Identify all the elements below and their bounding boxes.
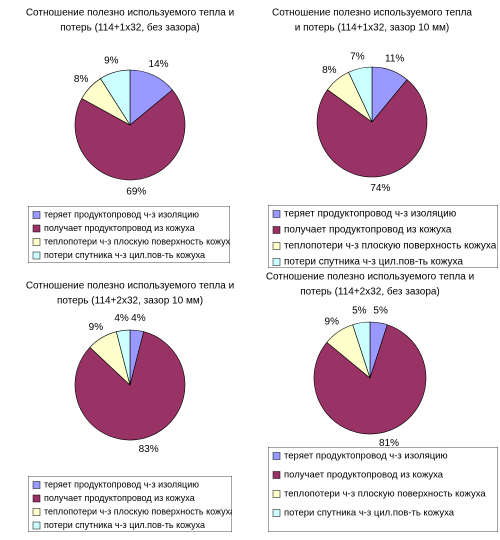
legend-swatch [32,211,41,219]
chart-title: потерь (114+1х32, без зазора) [60,22,200,34]
legend-label: потери спутника ч-з цил.пов-ть кожуха [284,257,463,268]
legend-swatch [272,210,281,218]
slice-label: 83% [139,444,159,455]
pie-chart: Сотношение полезно используемого тепла и… [266,272,498,532]
legend-label: теряет продуктопровод ч-з изоляцию [284,209,457,220]
legend-swatch [272,226,281,234]
chart-title: потерь (114+2х32, без зазора) [300,286,440,298]
chart-title: Сотношение полезно используемого тепла и [26,8,234,19]
legend: теряет продуктопровод ч-з изоляцию получа… [268,205,498,268]
legend-swatch [272,471,281,479]
pie-chart: Сотношение полезно используемого тепла и… [26,281,235,532]
chart-title: потерь (114+2х32, зазор 10 мм) [57,296,203,307]
legend-swatch [32,224,41,233]
pie-slice [74,89,186,181]
slice-label: 81% [379,438,399,449]
slice-label: 9% [89,322,104,333]
slice-label: 7% [350,51,365,62]
pie-chart: Сотношение полезно используемого тепла и… [26,8,235,263]
slice-label: 74% [370,183,390,194]
chart-title: Сотношение полезно используемого тепла и [266,272,474,283]
legend: теряет продуктопровод ч-з изоляцию получа… [268,447,498,532]
legend-label: получает продуктопровод из кожуха [284,470,444,481]
legend-box [268,447,498,532]
slice-label: 5% [373,305,388,316]
legend-label: теплопотери ч-з плоскую поверхность кожу… [284,241,497,252]
pie-slice [100,69,131,127]
slice-label: 9% [104,55,119,66]
legend-box [28,206,230,263]
legend-label: теряет продуктопровод ч-з изоляцию [44,209,199,219]
legend-swatch [32,481,41,489]
legend-label: потери спутника ч-з цил.пов-ть кожуха [284,508,455,519]
legend-label: теряет продуктопровод ч-з изоляцию [284,451,448,462]
legend: теряет продуктопровод ч-з изоляцию получа… [28,206,235,263]
legend-box [268,205,498,268]
slice-label: 8% [74,74,89,85]
legend-label: получает продуктопровод из кожуха [44,493,195,503]
pie-slice [352,321,371,379]
legend-swatch [32,508,41,516]
slice-label: 4% [131,313,146,324]
legend-label: теплопотери ч-з плоскую поверхность кожу… [44,236,235,246]
legend: теряет продуктопровод ч-з изоляцию получа… [28,476,235,532]
legend-box [28,476,232,532]
slice-label: 4% [114,313,129,324]
legend-swatch [32,521,41,530]
legend-swatch [272,490,281,498]
chart-title: и потерь (114+1х32, зазор 10 мм) [295,23,449,34]
slice-label: 5% [352,305,367,316]
legend-swatch [272,452,281,460]
legend-swatch [272,509,281,517]
legend-label: потери спутника ч-з цил.пов-ть кожуха [44,520,205,530]
slice-label: 14% [149,59,169,70]
legend-label: получает продуктопровод из кожуха [44,223,195,233]
legend-swatch [32,494,41,503]
chart-title: Сотношение полезно используемого тепла [272,8,472,19]
slice-label: 11% [385,54,404,65]
pie-slice [74,331,186,441]
pie-slice [348,66,373,123]
legend-label: получает продуктопровод из кожуха [284,225,452,236]
pie-slice [115,329,131,386]
slice-label: 9% [325,316,340,327]
pie-chart: Сотношение полезно используемого тепла и … [268,8,498,268]
pie-slice [313,324,427,435]
legend-swatch [272,242,281,250]
slice-label: 69% [126,186,146,197]
legend-swatch [32,251,41,260]
legend-label: теряет продуктопровод ч-з изоляцию [44,479,199,489]
legend-swatch [32,238,41,246]
legend-label: теплопотери ч-з плоскую поверхность кожу… [44,506,235,516]
pie-slice [316,79,428,178]
slice-label: 8% [322,65,337,76]
legend-label: теплопотери ч-з плоскую поверхность кожу… [284,489,486,500]
legend-label: потери спутника ч-з цил.пов-ть кожуха [44,250,205,260]
legend-swatch [272,258,281,266]
chart-title: Сотношение полезно используемого тепла и [26,281,234,292]
